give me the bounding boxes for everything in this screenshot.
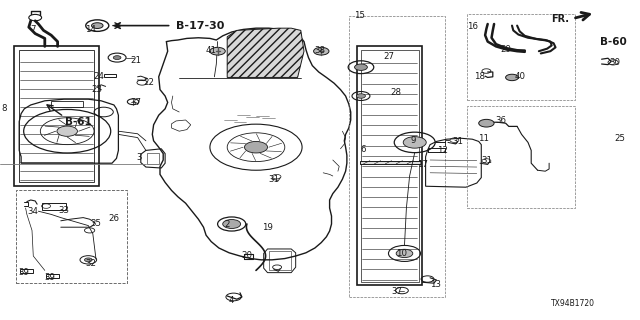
Bar [14,46,99,186]
Bar [46,274,59,278]
Bar [467,106,575,208]
Text: 35: 35 [90,220,102,228]
Text: 27: 27 [383,52,395,61]
Text: 17: 17 [417,160,428,169]
Text: 29: 29 [500,45,511,54]
Text: 16: 16 [467,22,478,31]
Bar [147,153,159,164]
Circle shape [403,137,426,148]
Text: 8: 8 [2,104,7,113]
Text: 3: 3 [137,153,142,162]
Bar [349,16,445,297]
Circle shape [223,220,241,228]
Text: 13: 13 [429,280,441,289]
Text: 10: 10 [396,249,408,258]
Text: 22: 22 [143,78,154,87]
Text: FR.: FR. [552,14,570,24]
Polygon shape [360,161,421,164]
Circle shape [355,64,367,70]
Bar [16,190,127,283]
Circle shape [314,47,329,55]
Bar [269,251,291,270]
Text: 31: 31 [481,156,492,165]
Text: 12: 12 [437,146,449,155]
Text: 30: 30 [609,58,620,67]
Polygon shape [227,28,304,77]
Text: 40: 40 [514,72,525,81]
Text: B-60: B-60 [600,36,627,47]
Bar [357,46,422,285]
Bar [19,50,94,182]
Text: 37: 37 [391,287,403,296]
Text: 14: 14 [85,25,97,34]
Text: 33: 33 [58,206,70,215]
Text: 37: 37 [130,98,141,107]
Circle shape [113,56,121,60]
Text: 23: 23 [92,85,103,94]
Text: B-17-30: B-17-30 [176,21,225,31]
Bar [104,74,116,77]
Text: 34: 34 [28,207,39,216]
Text: 31: 31 [268,175,280,184]
Text: 36: 36 [495,116,506,125]
Text: 26: 26 [108,214,120,223]
Text: 39: 39 [45,273,55,282]
Circle shape [92,23,103,28]
Circle shape [57,126,77,136]
Circle shape [244,141,268,153]
Text: 32: 32 [85,259,97,268]
Bar [467,14,575,100]
Bar [42,203,66,210]
Text: 28: 28 [390,88,401,97]
Text: 11: 11 [478,134,490,143]
Text: 4: 4 [229,296,234,305]
Text: 15: 15 [354,11,365,20]
Circle shape [210,47,225,55]
Text: B-61: B-61 [65,117,92,127]
Text: 31: 31 [452,137,463,146]
Text: 20: 20 [241,252,252,260]
Text: 38: 38 [314,46,326,55]
Text: 24: 24 [93,72,105,81]
Circle shape [396,249,413,258]
Circle shape [84,258,92,262]
Text: 21: 21 [130,56,141,65]
Text: 2: 2 [225,220,230,229]
Text: 39: 39 [19,268,29,277]
Text: 41: 41 [205,46,217,55]
Text: 6: 6 [361,145,366,154]
Text: TX94B1720: TX94B1720 [551,299,595,308]
Text: 19: 19 [262,223,273,232]
Bar [361,50,419,282]
Text: 25: 25 [614,134,625,143]
Circle shape [479,119,494,127]
Text: 18: 18 [474,72,486,81]
Circle shape [356,94,365,98]
Circle shape [506,74,518,81]
Text: 9: 9 [410,136,415,145]
Bar [51,101,83,107]
Bar [20,269,33,273]
Text: 7: 7 [31,25,36,34]
